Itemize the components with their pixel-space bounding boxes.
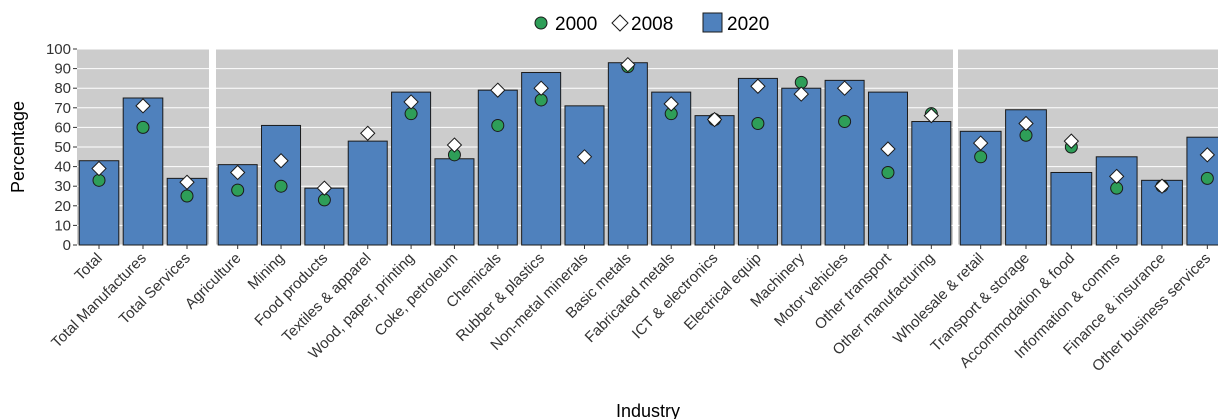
point-2008-mining: [273, 153, 289, 169]
point-2008-ict-electronics: [706, 111, 723, 128]
point-2000-other-business-services: [1200, 171, 1214, 185]
point-2008-wholesale-retail: [972, 135, 989, 151]
y-tick-label: 20: [54, 198, 71, 215]
y-axis-title: Percentage: [8, 101, 28, 193]
y-tick-label: 50: [54, 139, 71, 156]
point-2008-total-manufactures: [135, 98, 151, 114]
bar-machinery: [781, 87, 822, 246]
legend-key-2000: [534, 16, 548, 30]
bar-motor-vehicles: [824, 79, 865, 246]
bar-chemicals: [477, 89, 518, 246]
y-tick-label: 100: [46, 41, 71, 58]
point-2008-textiles-apparel: [360, 125, 376, 141]
y-tick-label: 10: [54, 217, 71, 234]
legend-key-2008: [611, 14, 629, 32]
y-tick-label: 70: [54, 100, 71, 117]
point-2008-basic-metals: [620, 56, 636, 73]
point-2008-total: [91, 160, 107, 177]
bar-accommodation-food: [1050, 171, 1093, 246]
bar-non-metal-minerals: [564, 105, 605, 246]
point-2000-agriculture: [231, 183, 245, 197]
bar-total-manufactures: [122, 97, 164, 246]
point-2008-rubber-plastics: [533, 80, 549, 96]
bar-ict-electronics: [694, 115, 735, 246]
point-2008-fabricated-metals: [663, 96, 679, 112]
point-2000-total-manufactures: [136, 120, 150, 134]
panel-1: [77, 48, 209, 246]
point-2008-other-manufacturing: [923, 107, 940, 124]
x-tick-label: Total: [71, 250, 105, 284]
bar-other-manufacturing: [911, 121, 952, 246]
bar-basic-metals: [607, 62, 648, 246]
point-2008-transport-storage: [1018, 115, 1034, 132]
point-2008-accommodation-food: [1063, 133, 1080, 149]
y-axis: 0 10 20 30 40 50 60 70 80 90 100: [46, 41, 77, 254]
bar-coke-petroleum: [434, 158, 475, 246]
point-2000-other-transport: [881, 165, 895, 179]
point-2008-electrical-equip: [750, 78, 766, 94]
point-2008-total-services: [179, 174, 195, 190]
y-tick-label: 30: [54, 178, 71, 195]
point-2008-motor-vehicles: [836, 80, 853, 96]
point-2008-other-business-services: [1199, 147, 1216, 163]
y-tick-label: 40: [54, 159, 71, 176]
point-2008-machinery: [793, 86, 809, 102]
x-tick-label: Electrical equip: [681, 250, 765, 334]
point-2008-food-products: [316, 180, 333, 196]
y-tick-label: 90: [54, 61, 71, 78]
point-2000-electrical-equip: [751, 116, 765, 130]
point-2008-agriculture: [229, 164, 246, 181]
point-2008-information-comms: [1108, 168, 1125, 185]
legend: 2000 2008 2020: [534, 12, 769, 35]
x-axis-title: Industry: [616, 401, 680, 419]
y-tick-label: 80: [54, 80, 71, 97]
legend-label-2020: 2020: [727, 14, 769, 35]
point-2008-chemicals: [490, 82, 506, 98]
legend-key-2020: [702, 12, 723, 33]
point-2008-coke-petroleum: [446, 137, 463, 153]
point-2000-mining: [274, 179, 288, 193]
point-2000-motor-vehicles: [838, 115, 852, 129]
point-2008-non-metal-minerals: [576, 149, 593, 165]
legend-label-2008: 2008: [631, 14, 673, 35]
y-tick-label: 0: [63, 237, 71, 254]
panel-2: [216, 48, 953, 246]
panel-3: [958, 48, 1218, 246]
point-2008-other-transport: [880, 141, 896, 157]
point-2008-finance-insurance: [1154, 178, 1170, 194]
point-2000-wholesale-retail: [974, 150, 988, 164]
point-2000-chemicals: [491, 118, 505, 132]
y-tick-label: 60: [54, 119, 71, 136]
bar-electrical-equip: [737, 77, 778, 246]
point-2000-total-services: [180, 189, 194, 203]
point-2008-wood-paper-printing: [403, 94, 419, 110]
x-tick-label: Other transport: [811, 249, 895, 333]
bar-textiles-apparel: [347, 140, 388, 246]
plot-panels: [77, 48, 1218, 246]
legend-label-2000: 2000: [555, 14, 597, 35]
